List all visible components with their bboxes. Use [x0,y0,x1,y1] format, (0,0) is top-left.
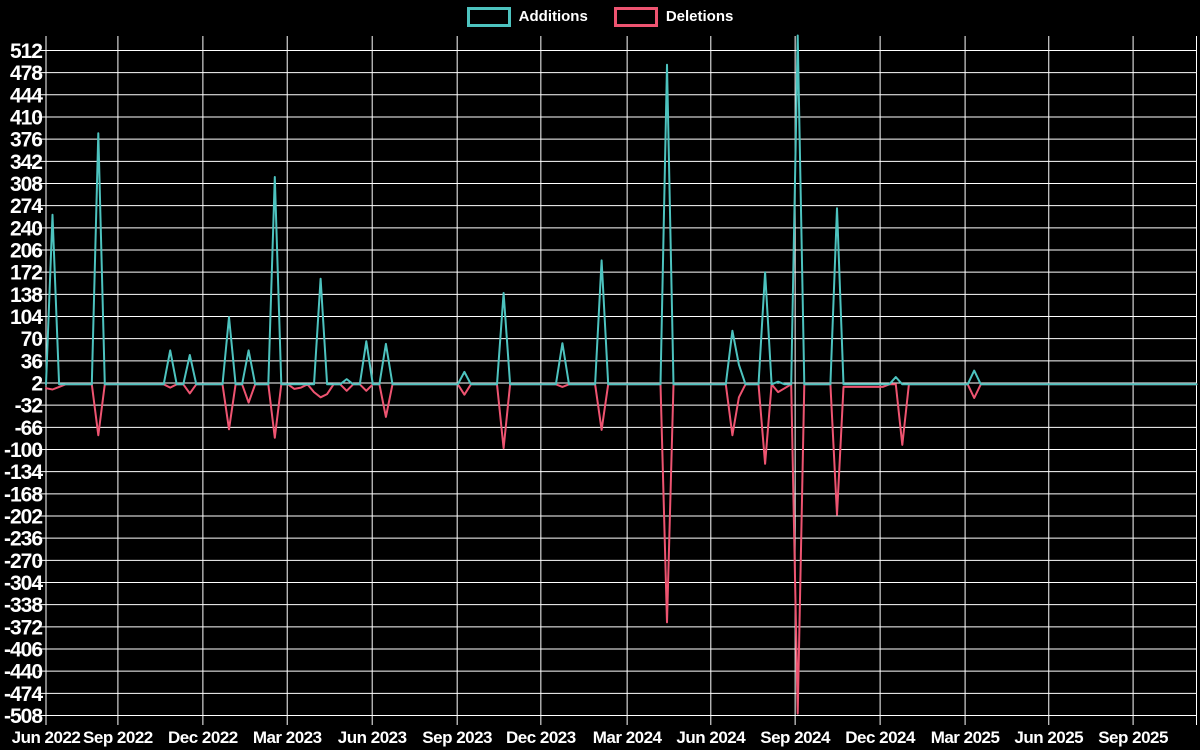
y-tick-label: 206 [10,239,42,262]
series-line-additions [45,34,1198,386]
y-tick-label: -440 [4,661,42,684]
x-tick-label: Jun 2024 [676,728,746,747]
y-tick-label: -304 [4,572,43,595]
y-tick-label: 308 [10,173,43,196]
y-tick-label: 2 [31,372,42,395]
y-tick-label: -202 [4,506,42,529]
series-line-deletions [45,383,1198,715]
y-tick-label: -508 [4,705,43,728]
y-tick-label: -236 [4,528,42,551]
y-tick-label: -338 [4,594,43,617]
y-tick-label: 274 [10,195,43,218]
x-tick-label: Sep 2025 [1098,728,1168,747]
x-tick-label: Jun 2025 [1014,728,1083,747]
y-tick-label: 240 [10,217,42,240]
y-tick-label: 70 [21,328,43,351]
y-tick-label: 104 [10,306,43,329]
y-tick-label: -372 [4,616,42,639]
y-tick-label: -66 [15,417,43,440]
y-tick-label: -270 [4,550,42,573]
legend-item-additions[interactable]: Additions [466,7,588,27]
x-tick-label: Jun 2023 [338,728,407,747]
y-tick-label: -168 [4,483,43,506]
chart-legend: Additions Deletions [0,7,1200,27]
legend-label-additions: Additions [518,8,588,25]
x-tick-label: Sep 2022 [83,728,153,747]
y-tick-label: -32 [15,395,43,418]
y-tick-label: 36 [21,350,43,373]
y-tick-label: -134 [4,461,43,484]
y-tick-label: -100 [4,439,42,462]
additions-swatch-icon [466,7,511,27]
x-tick-label: Dec 2023 [506,728,576,747]
x-tick-label: Sep 2024 [760,728,831,747]
x-tick-label: Jun 2022 [12,728,81,747]
y-tick-label: 342 [10,151,42,174]
y-tick-label: 138 [10,284,43,307]
x-tick-label: Mar 2025 [931,728,1000,747]
y-tick-label: -474 [4,683,43,706]
x-tick-label: Dec 2024 [845,728,916,747]
y-tick-label: 376 [10,129,42,152]
x-tick-label: Sep 2023 [422,728,492,747]
legend-label-deletions: Deletions [665,8,734,25]
y-tick-label: 410 [10,106,42,129]
deletions-swatch-icon [613,7,658,27]
x-tick-label: Mar 2023 [253,728,322,747]
y-tick-label: 444 [10,84,43,107]
x-tick-label: Dec 2022 [168,728,238,747]
y-tick-label: -406 [4,639,42,662]
y-tick-label: 172 [10,262,42,285]
x-tick-label: Mar 2024 [593,728,663,747]
y-tick-label: 478 [10,62,43,85]
y-tick-label: 512 [10,40,42,63]
legend-item-deletions[interactable]: Deletions [613,7,734,27]
